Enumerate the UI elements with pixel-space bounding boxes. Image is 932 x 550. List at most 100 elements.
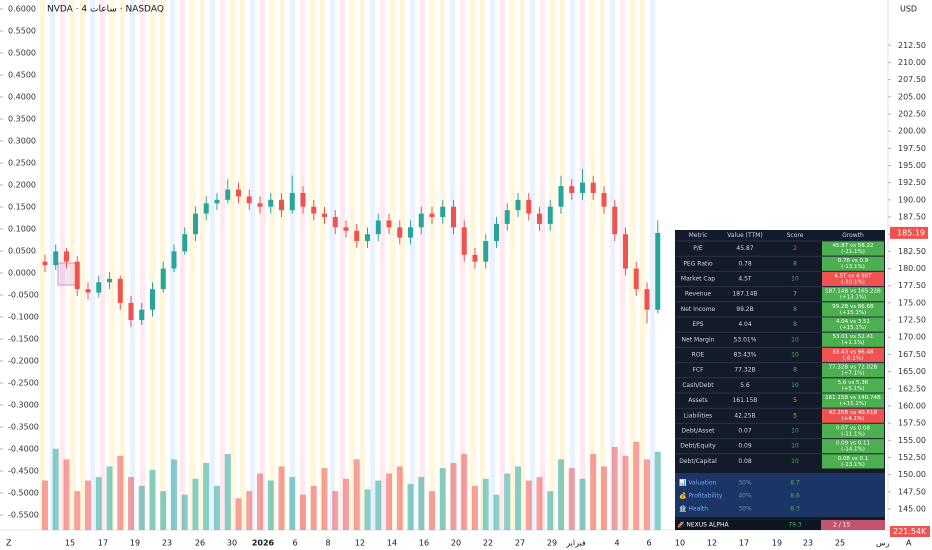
metric: Market Cap (681, 276, 715, 283)
metric: PEG Ratio (683, 260, 713, 267)
y-tick-label: 160.00 (898, 401, 926, 410)
metric: Revenue (685, 291, 711, 298)
candle-body (74, 261, 80, 290)
y-tick-label: 197.50 (898, 144, 926, 153)
growth-text: (-11.1%) (841, 431, 865, 437)
candle-body (537, 213, 542, 224)
candle-body (139, 309, 145, 321)
volume-bar (439, 468, 446, 530)
candle-body (289, 192, 295, 211)
growth-text: 161.15B vs 140.74B (825, 395, 881, 401)
y-tick-label: 192.50 (898, 178, 926, 187)
volume-bar (160, 491, 167, 530)
metric-score: 10 (791, 336, 799, 343)
volume-bar (450, 462, 457, 530)
candle-body (440, 206, 446, 218)
metric-score: 7 (793, 291, 797, 298)
y-tick-label: 207.50 (898, 75, 926, 84)
table-header: Score (787, 232, 804, 239)
y-tick-label: 150.00 (898, 470, 926, 479)
volume-bar (386, 473, 392, 530)
volume-bar (235, 498, 242, 530)
candle-body (96, 282, 102, 293)
y-tick-label: 165.00 (898, 367, 926, 376)
corner-label: رس (876, 539, 890, 548)
metric: Debt/Asset (682, 428, 716, 435)
growth-text: 0.09 vs 0.11 (836, 441, 870, 447)
volume-tag: 221.54K (893, 527, 927, 536)
volume-bar (257, 473, 263, 530)
candle-body (397, 227, 403, 238)
summary-score: 8.7 (790, 480, 800, 487)
y2-tick-label: -0.0500 (8, 291, 39, 300)
volume-bar (579, 478, 586, 530)
y2-tick-label: -0.2500 (8, 379, 39, 388)
summary-weight: 30% (738, 506, 752, 513)
x-tick-label: 4 (614, 539, 619, 548)
metric-score: 5 (793, 397, 797, 404)
growth-text: 53.01 vs 52.41 (832, 334, 873, 340)
x-tick-label: 6 (646, 539, 651, 548)
volume-bar (654, 451, 661, 530)
x-tick-label: 23 (803, 539, 813, 548)
y-tick-label: 167.50 (898, 350, 926, 359)
y2-tick-label: 0.4000 (8, 93, 36, 102)
growth-text: (+15.1%) (840, 401, 866, 407)
volume-bar (321, 468, 328, 530)
metric-score: 10 (791, 458, 799, 465)
y2-tick-label: -0.2000 (8, 357, 39, 366)
volume-bar (472, 485, 478, 530)
candle-body (569, 186, 575, 193)
candle-body (225, 189, 231, 200)
x-tick-label: 19 (772, 539, 782, 548)
x-tick-label: 17 (98, 539, 108, 548)
metric-value: 0.09 (738, 443, 752, 450)
x-tick-label: فبراير (565, 539, 586, 548)
x-tick-label: 23 (162, 539, 172, 548)
growth-text: 42.25B vs 40.61B (829, 410, 878, 416)
corner-left: Z (6, 539, 12, 548)
metric-score: 5 (793, 412, 797, 419)
volume-bar (353, 459, 360, 530)
growth-text: (-13.1%) (841, 264, 865, 270)
volume-bar (536, 477, 543, 530)
growth-text: (-10.1%) (841, 279, 865, 285)
summary-label: 💰 Profitability (679, 492, 723, 500)
volume-bar (558, 459, 564, 530)
y2-tick-label: 0.0500 (8, 247, 36, 256)
metric-score: 8 (793, 306, 797, 313)
growth-text: (+13.1%) (840, 295, 866, 301)
candle-body (580, 182, 585, 193)
metric-score: 2 (793, 245, 797, 252)
y2-tick-label: -0.5000 (8, 489, 39, 498)
session-background (40, 0, 660, 530)
growth-cell (822, 393, 884, 408)
volume-bar (95, 477, 102, 530)
volume-bar (181, 494, 188, 530)
volume-bar (504, 473, 511, 530)
candle-body (150, 289, 155, 310)
candle-body (53, 251, 59, 266)
growth-text: 0.07 vs 0.08 (836, 425, 871, 431)
y2-tick-label: 0.3000 (8, 137, 36, 146)
candle-body (171, 251, 177, 269)
table-header: Value (TTM) (727, 232, 762, 239)
growth-text: 0.08 vs 0.1 (838, 456, 869, 462)
volume-bar (343, 478, 349, 530)
y2-tick-label: 0.1000 (8, 225, 36, 234)
growth-cell (822, 439, 884, 454)
growth-text: (+1.1%) (842, 340, 865, 346)
candle-body (257, 203, 263, 207)
x-tick-label: 26 (195, 539, 205, 548)
growth-cell (822, 241, 884, 256)
y-tick-label: 175.00 (898, 298, 926, 307)
candle-body (375, 220, 381, 235)
volume-bar (149, 469, 156, 530)
metric: FCF (692, 367, 704, 374)
growth-cell (822, 408, 884, 423)
candle-body (246, 196, 252, 204)
volume-bar (515, 466, 521, 530)
y-tick-label: 212.50 (898, 41, 926, 50)
volume-bar (568, 468, 575, 530)
candle-body (85, 289, 91, 293)
